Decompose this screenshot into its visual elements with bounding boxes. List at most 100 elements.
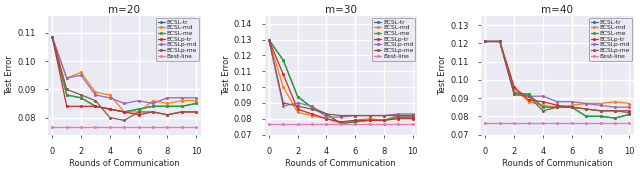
BCSL-me bbox=[265, 39, 273, 41]
BCSLp-md bbox=[496, 40, 504, 42]
BCSLp-me bbox=[106, 116, 114, 119]
BCSL-me bbox=[481, 40, 489, 42]
BCSL-tr bbox=[77, 97, 85, 99]
BCSLp-md bbox=[351, 115, 359, 117]
BCSLp-md bbox=[106, 97, 114, 99]
BCSLp-me bbox=[539, 110, 547, 112]
BCSL-md bbox=[568, 104, 575, 106]
BCSL-md bbox=[625, 102, 633, 105]
Best-line bbox=[568, 122, 575, 124]
BCSL-md bbox=[365, 118, 373, 120]
Title: m=30: m=30 bbox=[324, 5, 357, 15]
BCSL-md bbox=[178, 100, 186, 102]
BCSLp-md bbox=[365, 115, 373, 117]
Best-line bbox=[496, 122, 504, 124]
Best-line bbox=[625, 122, 633, 124]
BCSLp-tr bbox=[337, 121, 345, 123]
BCSLp-me bbox=[409, 115, 417, 117]
Best-line bbox=[582, 122, 590, 124]
BCSL-me bbox=[625, 113, 633, 116]
BCSLp-tr bbox=[149, 111, 157, 113]
Line: BCSL-tr: BCSL-tr bbox=[484, 40, 631, 120]
Line: BCSL-md: BCSL-md bbox=[484, 40, 631, 109]
BCSLp-md bbox=[294, 102, 301, 104]
BCSL-me bbox=[308, 107, 316, 109]
BCSL-tr bbox=[49, 36, 56, 38]
Line: BCSL-tr: BCSL-tr bbox=[51, 36, 198, 113]
BCSL-me bbox=[106, 108, 114, 110]
BCSL-me bbox=[135, 108, 143, 110]
Best-line bbox=[351, 123, 359, 125]
BCSLp-tr bbox=[63, 105, 70, 107]
BCSL-tr bbox=[294, 96, 301, 98]
Best-line bbox=[178, 126, 186, 129]
BCSLp-me bbox=[265, 39, 273, 41]
BCSL-tr bbox=[510, 92, 518, 94]
BCSL-tr bbox=[164, 105, 172, 107]
BCSL-tr bbox=[149, 105, 157, 107]
BCSL-tr bbox=[496, 40, 504, 42]
BCSL-tr bbox=[596, 115, 604, 117]
BCSL-md bbox=[106, 94, 114, 96]
BCSL-me bbox=[92, 105, 99, 107]
BCSL-md bbox=[554, 106, 561, 108]
BCSL-tr bbox=[394, 116, 402, 118]
Best-line bbox=[265, 123, 273, 125]
Line: Best-line: Best-line bbox=[484, 121, 631, 124]
BCSL-md bbox=[510, 88, 518, 90]
BCSLp-md bbox=[539, 95, 547, 97]
BCSLp-tr bbox=[308, 113, 316, 115]
BCSLp-md bbox=[164, 97, 172, 99]
BCSLp-md bbox=[193, 97, 200, 99]
BCSL-me bbox=[120, 111, 128, 113]
BCSL-md bbox=[63, 77, 70, 79]
BCSLp-me bbox=[49, 36, 56, 38]
Best-line bbox=[92, 126, 99, 129]
BCSLp-tr bbox=[568, 106, 575, 108]
BCSL-md bbox=[481, 40, 489, 42]
BCSLp-tr bbox=[178, 111, 186, 113]
BCSL-tr bbox=[525, 93, 532, 95]
BCSLp-tr bbox=[351, 119, 359, 121]
Best-line bbox=[380, 123, 388, 125]
BCSL-tr bbox=[625, 113, 633, 116]
Best-line bbox=[510, 122, 518, 124]
BCSLp-md bbox=[63, 77, 70, 79]
BCSL-md bbox=[496, 40, 504, 42]
BCSL-tr bbox=[568, 106, 575, 108]
X-axis label: Rounds of Communication: Rounds of Communication bbox=[285, 159, 396, 168]
BCSLp-me bbox=[337, 115, 345, 117]
Best-line bbox=[394, 123, 402, 125]
BCSL-md bbox=[193, 100, 200, 102]
BCSL-me bbox=[178, 105, 186, 107]
BCSL-md bbox=[149, 100, 157, 102]
X-axis label: Rounds of Communication: Rounds of Communication bbox=[69, 159, 180, 168]
BCSLp-me bbox=[323, 113, 330, 115]
BCSLp-me bbox=[380, 115, 388, 117]
BCSLp-tr bbox=[525, 99, 532, 101]
BCSLp-md bbox=[92, 94, 99, 96]
BCSL-me bbox=[323, 113, 330, 115]
BCSLp-me bbox=[280, 102, 287, 104]
BCSL-me bbox=[596, 115, 604, 117]
BCSLp-tr bbox=[596, 110, 604, 112]
BCSLp-me bbox=[294, 105, 301, 107]
BCSL-me bbox=[409, 116, 417, 118]
Line: BCSL-tr: BCSL-tr bbox=[268, 38, 414, 125]
Line: BCSLp-tr: BCSLp-tr bbox=[484, 40, 631, 112]
Best-line bbox=[106, 126, 114, 129]
Line: Best-line: Best-line bbox=[51, 126, 198, 129]
BCSLp-tr bbox=[394, 118, 402, 120]
BCSLp-tr bbox=[193, 111, 200, 113]
Line: BCSLp-md: BCSLp-md bbox=[268, 38, 414, 119]
Best-line bbox=[280, 123, 287, 125]
BCSL-tr bbox=[92, 105, 99, 107]
BCSL-me bbox=[280, 59, 287, 61]
BCSL-tr bbox=[380, 119, 388, 121]
BCSLp-tr bbox=[135, 114, 143, 116]
BCSL-tr bbox=[409, 116, 417, 118]
BCSL-tr bbox=[120, 111, 128, 113]
Line: BCSLp-me: BCSLp-me bbox=[268, 38, 414, 117]
BCSLp-md bbox=[409, 113, 417, 115]
BCSLp-md bbox=[394, 113, 402, 115]
